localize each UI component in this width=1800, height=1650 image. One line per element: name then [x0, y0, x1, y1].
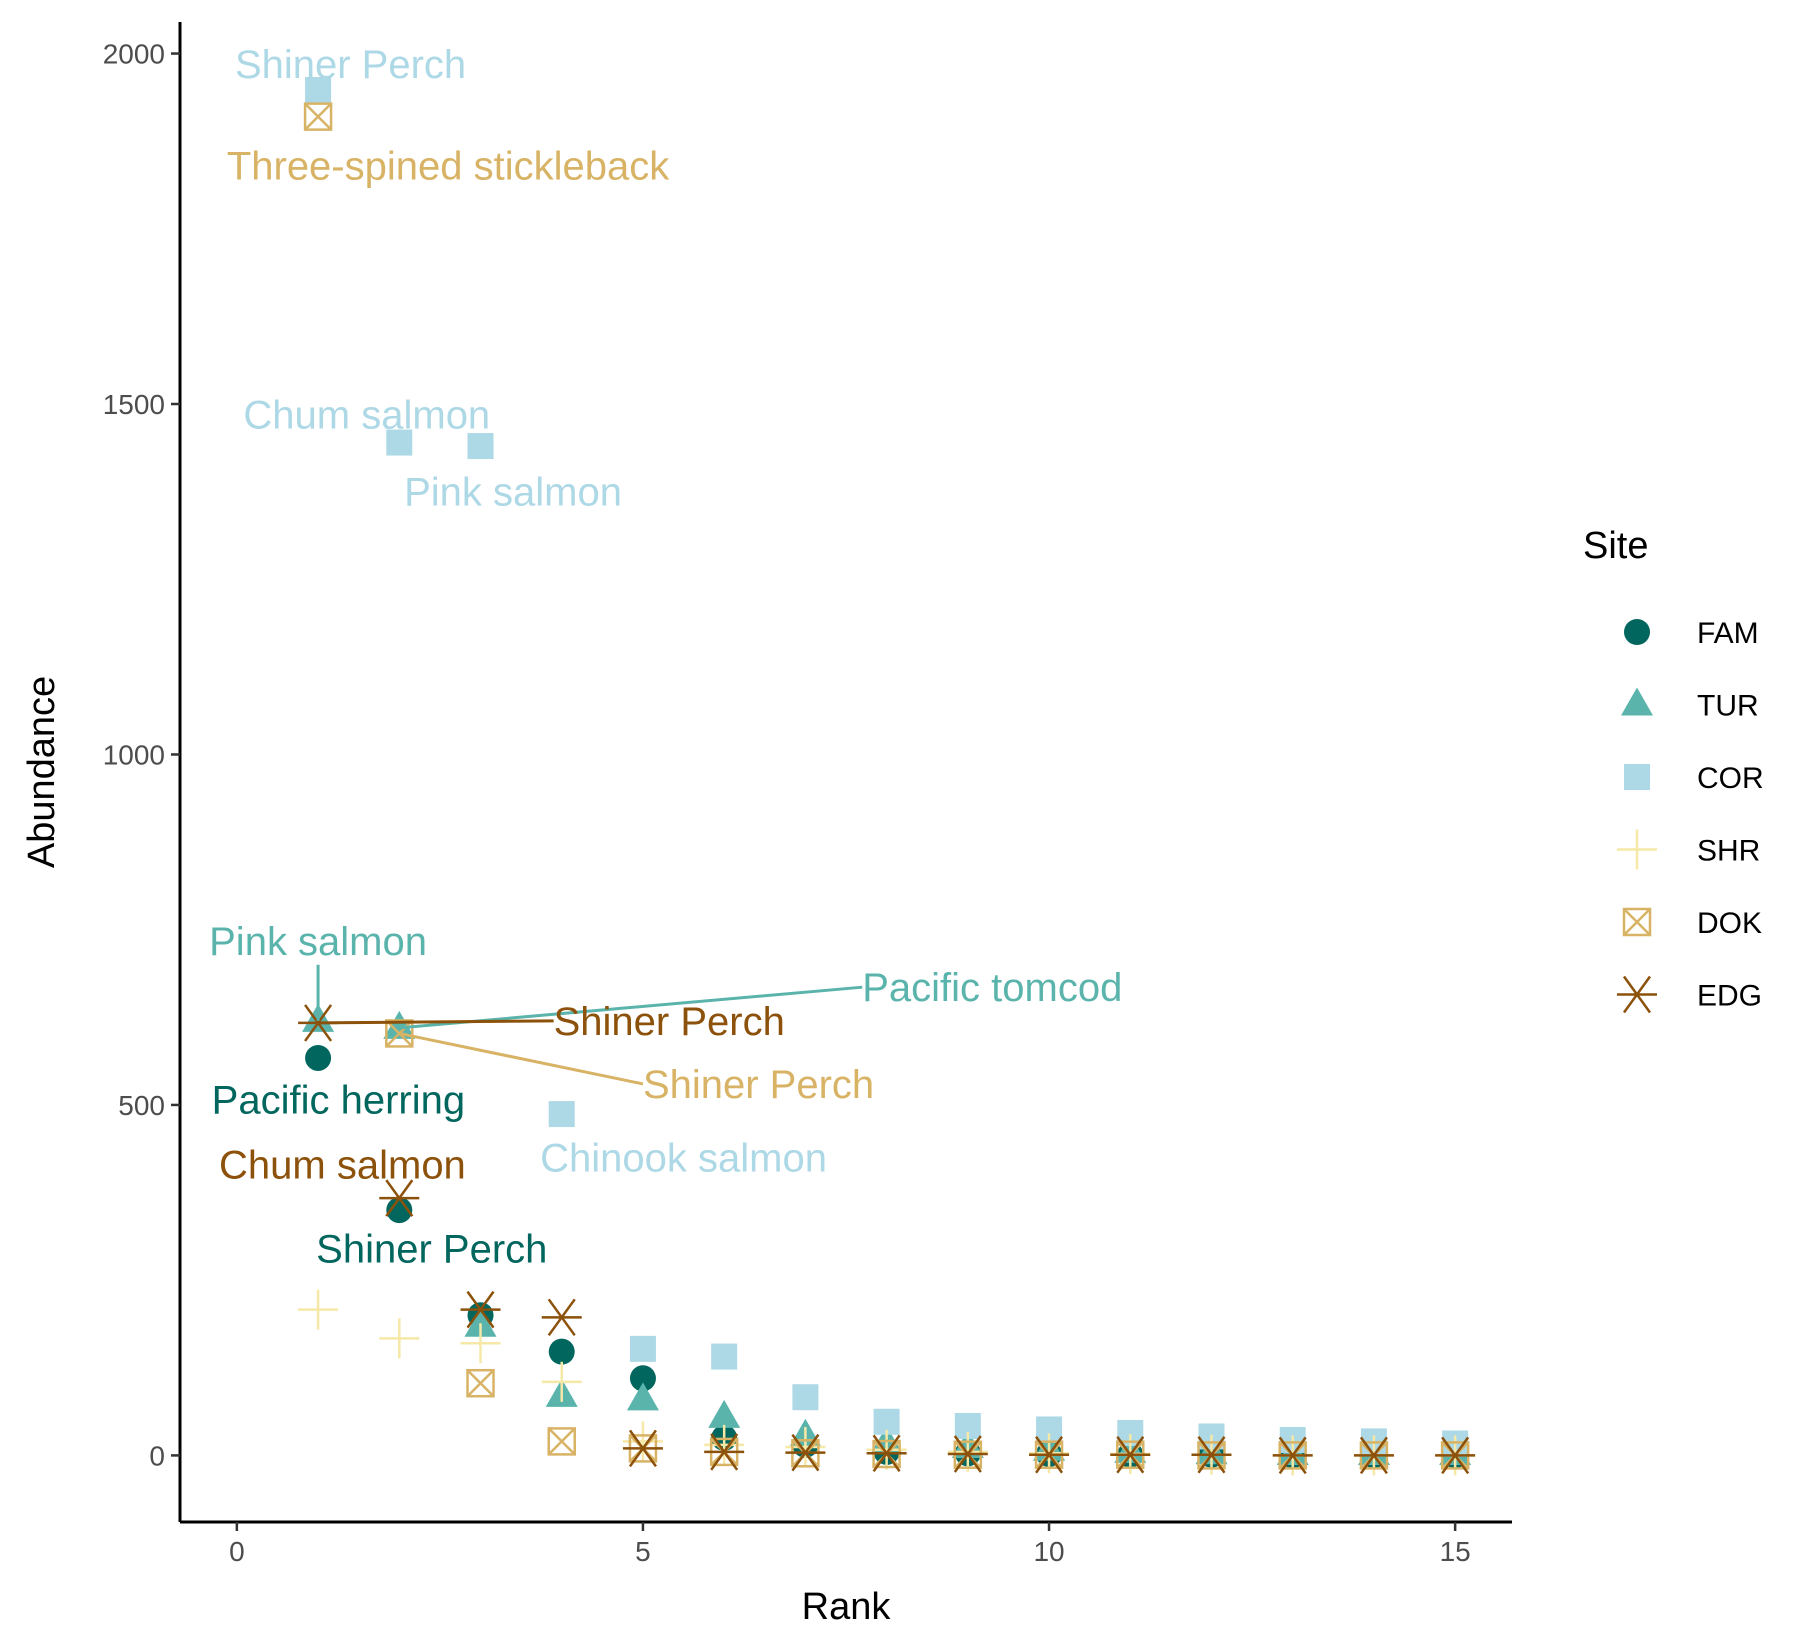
y-tick-label: 500: [118, 1090, 165, 1121]
x-axis-title: Rank: [802, 1586, 892, 1628]
point-edg-6: [704, 1433, 745, 1471]
annotations: Shiner Perch Three-spined stickleback Chum…: [209, 43, 1122, 1272]
legend-key-dok: [1622, 907, 1652, 937]
annotation-label: Chum salmon: [243, 394, 490, 438]
point-edg-13: [1272, 1436, 1313, 1475]
point-edg-3: [460, 1290, 501, 1329]
point-edg-5: [622, 1429, 663, 1468]
point-tur-5: [626, 1382, 659, 1411]
point-tur-2: [383, 1010, 416, 1039]
annotation-label: Shiner Perch: [235, 43, 466, 87]
point-edg-12: [1191, 1435, 1232, 1474]
legend-key-edg: [1617, 975, 1657, 1014]
annotation-label: Three-spined stickleback: [227, 145, 670, 189]
y-tick-label: 0: [149, 1440, 165, 1471]
point-shr-4: [541, 1361, 582, 1402]
legend-key-cor: [1624, 764, 1650, 790]
annotation-label: Pink salmon: [209, 920, 427, 964]
point-edg-2: [379, 1179, 420, 1217]
point-dok-4: [547, 1427, 576, 1456]
legend-key-shr: [1617, 829, 1657, 870]
point-edg-8: [866, 1434, 907, 1473]
point-fam-4: [548, 1338, 575, 1365]
series-edg: [298, 1004, 1476, 1475]
point-edg-9: [947, 1435, 988, 1473]
annotation-label: Shiner Perch: [643, 1063, 874, 1107]
y-tick-label: 1500: [103, 389, 165, 420]
point-edg-11: [1110, 1435, 1151, 1474]
point-edg-10: [1029, 1435, 1070, 1474]
annotation-label: Pink salmon: [404, 471, 622, 515]
legend-label: COR: [1697, 762, 1764, 795]
point-dok-3: [466, 1368, 495, 1398]
point-cor-4: [548, 1101, 575, 1128]
annotation-label: Pacific herring: [212, 1078, 465, 1122]
x-tick-label: 15: [1440, 1536, 1471, 1567]
point-shr-2: [379, 1318, 420, 1359]
x-ticks: 0 5 10 15: [229, 1522, 1471, 1567]
plot-area: Shiner Perch Three-spined stickleback Chum…: [209, 43, 1476, 1476]
y-tick-label: 1000: [103, 739, 165, 770]
legend-label: TUR: [1697, 690, 1759, 723]
annotation-label: Chinook salmon: [540, 1137, 827, 1181]
legend-key-fam: [1624, 619, 1650, 645]
legend-item-edg: EDG: [1617, 975, 1762, 1014]
legend-item-dok: DOK: [1622, 907, 1762, 940]
point-cor-3: [467, 433, 494, 460]
annotation-label: Shiner Perch: [554, 1000, 785, 1044]
point-edg-4: [541, 1298, 582, 1337]
x-tick-label: 10: [1033, 1536, 1064, 1567]
point-shr-1: [298, 1289, 339, 1330]
annotation-label: Shiner Perch: [316, 1228, 547, 1272]
legend-label: EDG: [1697, 980, 1762, 1013]
annotation-label: Pacific tomcod: [862, 966, 1122, 1010]
point-fam-5: [629, 1365, 656, 1392]
legend-item-cor: COR: [1624, 762, 1764, 795]
annotation-leader: [318, 1019, 554, 1025]
annotation-label: Chum salmon: [219, 1144, 466, 1188]
point-edg-7: [785, 1433, 826, 1472]
x-tick-label: 0: [229, 1536, 245, 1567]
legend-item-fam: FAM: [1624, 617, 1759, 650]
legend-label: FAM: [1697, 617, 1759, 650]
y-tick-label: 2000: [103, 39, 165, 70]
legend-label: DOK: [1697, 907, 1762, 940]
legend-item-shr: SHR: [1617, 829, 1760, 870]
point-fam-1: [305, 1044, 332, 1071]
x-tick-label: 5: [635, 1536, 651, 1567]
legend-title: Site: [1583, 525, 1648, 567]
point-cor-6: [711, 1343, 738, 1370]
point-edg-15: [1435, 1436, 1476, 1475]
point-dok-1: [303, 102, 333, 131]
point-edg-14: [1353, 1436, 1394, 1475]
legend-key-tur: [1621, 687, 1653, 716]
y-ticks: 0 500 1000 1500 2000: [103, 39, 180, 1471]
point-cor-5: [629, 1335, 656, 1362]
y-axis-title: Abundance: [21, 676, 63, 868]
legend: Site FAM TUR COR SHR DOK EDG: [1583, 525, 1764, 1014]
annotation-leader: [398, 1031, 644, 1086]
point-shr-3: [460, 1323, 501, 1364]
legend-item-tur: TUR: [1621, 687, 1759, 723]
point-tur-3: [464, 1308, 497, 1337]
point-cor-1: [305, 76, 332, 103]
point-cor-7: [792, 1384, 819, 1411]
legend-label: SHR: [1697, 835, 1760, 868]
point-cor-2: [386, 429, 413, 456]
point-fam-2: [386, 1197, 413, 1224]
point-tur-6: [708, 1399, 741, 1428]
